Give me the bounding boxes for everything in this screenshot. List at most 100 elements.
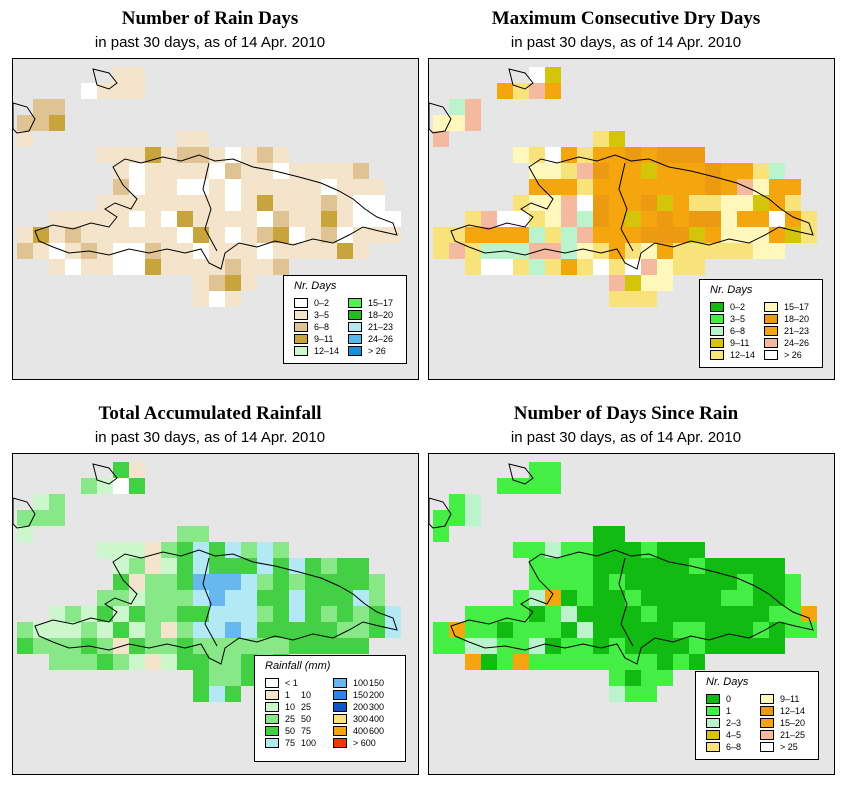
grid-cell [385, 622, 401, 638]
grid-cell [65, 622, 81, 638]
grid-cell [641, 686, 657, 702]
grid-cell [641, 227, 657, 243]
grid-cell [593, 526, 609, 542]
grid-cell [737, 163, 753, 179]
grid-cell [529, 654, 545, 670]
grid-cell [161, 179, 177, 195]
grid-cell [545, 179, 561, 195]
legend-label: 3–5 [730, 314, 746, 324]
grid-cell [545, 478, 561, 494]
panel-title: Number of Rain Days [121, 8, 299, 29]
grid-cell [177, 622, 193, 638]
grid-cell [721, 638, 737, 654]
grid-cell [145, 654, 161, 670]
grid-cell [673, 147, 689, 163]
grid-cell [673, 558, 689, 574]
panel-title: Maximum Consecutive Dry Days [491, 8, 761, 29]
grid-cell [481, 606, 497, 622]
legend-label: 6–8 [726, 742, 742, 752]
grid-cell [145, 259, 161, 275]
grid-cell [209, 558, 225, 574]
grid-cell [641, 558, 657, 574]
grid-cell [17, 227, 33, 243]
legend-label: 300 [353, 714, 369, 724]
grid-cell [449, 494, 465, 510]
grid-cell [497, 478, 513, 494]
grid-cell [737, 622, 753, 638]
border-line [202, 557, 218, 647]
grid-cell [273, 558, 289, 574]
grid-cell [193, 179, 209, 195]
legend-swatch [764, 338, 778, 348]
grid-cell [225, 558, 241, 574]
grid-cell [609, 147, 625, 163]
grid-cell [737, 558, 753, 574]
grid-cell [97, 259, 113, 275]
grid-cell [529, 67, 545, 83]
legend-swatch [294, 334, 308, 344]
grid-cell [561, 163, 577, 179]
grid-cell [65, 243, 81, 259]
grid-cell [145, 163, 161, 179]
grid-cell [481, 638, 497, 654]
grid-cell [193, 227, 209, 243]
grid-cell [769, 243, 785, 259]
grid-cell [193, 131, 209, 147]
legend-swatch [333, 714, 347, 724]
grid-cell [209, 670, 225, 686]
legend-swatch [348, 346, 362, 356]
grid-cell [529, 179, 545, 195]
grid-cell [353, 622, 369, 638]
grid-cell [657, 195, 673, 211]
grid-cell [641, 606, 657, 622]
grid-cell [369, 590, 385, 606]
grid-cell [753, 638, 769, 654]
grid-cell [481, 259, 497, 275]
grid-cell [609, 179, 625, 195]
grid-cell [225, 638, 241, 654]
grid-cell [481, 654, 497, 670]
grid-cell [689, 227, 705, 243]
grid-cell [65, 606, 81, 622]
grid-cell [609, 606, 625, 622]
grid-cell [625, 606, 641, 622]
grid-cell [753, 558, 769, 574]
grid-cell [145, 195, 161, 211]
grid-cell [225, 291, 241, 307]
grid-cell [545, 259, 561, 275]
grid-cell [529, 83, 545, 99]
grid-cell [513, 259, 529, 275]
grid-cell [241, 195, 257, 211]
grid-cell [449, 99, 465, 115]
grid-cell [625, 195, 641, 211]
grid-cell [705, 622, 721, 638]
grid-cell [321, 227, 337, 243]
grid-cell [513, 638, 529, 654]
legend-swatch [710, 350, 724, 360]
grid-cell [545, 574, 561, 590]
grid-cell [625, 163, 641, 179]
grid-cell [177, 195, 193, 211]
grid-cell [753, 179, 769, 195]
grid-cell [209, 291, 225, 307]
grid-cell [513, 243, 529, 259]
legend-label: 6–8 [314, 322, 330, 332]
grid-cell [609, 574, 625, 590]
grid-cell [433, 115, 449, 131]
coastline [450, 154, 814, 270]
grid-cell [97, 542, 113, 558]
grid-cell [129, 211, 145, 227]
grid-cell [177, 574, 193, 590]
grid-cell [689, 179, 705, 195]
grid-cell [513, 478, 529, 494]
grid-cell [625, 590, 641, 606]
legend-label: 75 [285, 738, 296, 748]
legend-title: Nr. Days [706, 676, 749, 688]
grid-cell [337, 574, 353, 590]
grid-cell [193, 574, 209, 590]
grid-cell [657, 622, 673, 638]
grid-cell [161, 195, 177, 211]
grid-cell [289, 606, 305, 622]
grid-cell [113, 606, 129, 622]
grid-cell [497, 259, 513, 275]
